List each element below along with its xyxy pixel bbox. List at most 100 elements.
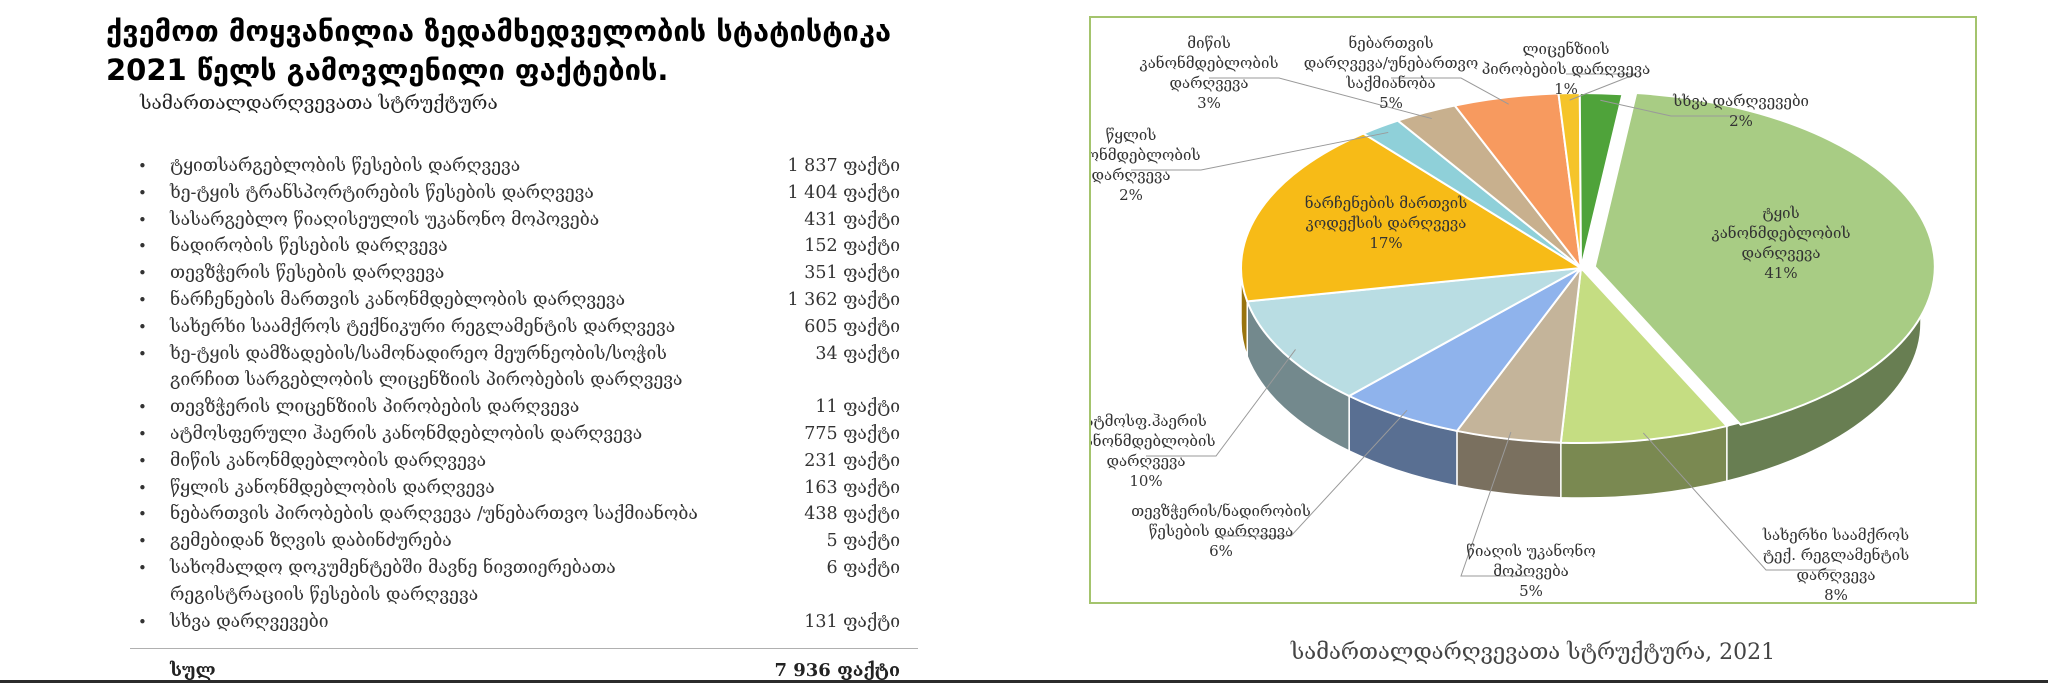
violation-count: 438 ფაქტი xyxy=(804,504,900,525)
violation-row: • გემებიდან ზღვის დაბინძურება 5 ფაქტი xyxy=(130,528,900,555)
pie-leader-line xyxy=(1146,349,1296,457)
violation-row: • თევზჭერის წესების დარღვევა 351 ფაქტი xyxy=(130,260,900,287)
violation-count: 1 404 ფაქტი xyxy=(787,182,900,203)
pie-slice-label: სახერხი საამქროს ტექ. რეგლამენტის დარღვევა… xyxy=(1762,526,1909,602)
violation-count: 605 ფაქტი xyxy=(804,316,900,337)
violation-row: • ნარჩენების მართვის კანონმდებლობის დარღვ… xyxy=(130,287,900,314)
bottom-edge-bar xyxy=(0,680,2048,683)
pie-slice-label: ატმოსფ.ჰაერისკანონმდებლობისდარღვევა10% xyxy=(1091,412,1215,490)
total-divider xyxy=(130,648,918,649)
violation-row: • თევზჭერის ლიცენზიის პირობების დარღვევა 1… xyxy=(130,394,900,421)
violation-row: • ნადირობის წესების დარღვევა 152 ფაქტი xyxy=(130,233,900,260)
bullet-icon: • xyxy=(138,424,147,443)
bullet-icon: • xyxy=(138,290,147,309)
violation-label: ტყითსარგებლობის წესების დარღვევა xyxy=(170,156,521,176)
pie-leader-line xyxy=(1600,99,1741,117)
violation-label: ნარჩენების მართვის კანონმდებლობის დარღვე… xyxy=(170,289,626,310)
violation-row: • ტყითსარგებლობის წესების დარღვევა 1 837 ფ… xyxy=(130,153,900,180)
pie-leader-line xyxy=(1460,431,1531,577)
violation-count: 431 ფაქტი xyxy=(804,209,900,230)
pie-leader-line xyxy=(1566,73,1637,101)
total-label: სულ xyxy=(170,660,216,681)
violation-count: 231 ფაქტი xyxy=(804,450,900,471)
violation-count: 163 ფაქტი xyxy=(804,477,900,498)
chart-caption: სამართალდარღვევათა სტრუქტურა, 2021 xyxy=(1290,640,1776,665)
page-heading: ქვემოთ მოყვანილია ზედამხედველობის სტატის… xyxy=(106,14,892,87)
pie-slice xyxy=(1240,132,1585,303)
violation-label: სასარგებლო წიაღისეულის უკანონო მოპოვება xyxy=(170,209,600,230)
violation-row: • სასარგებლო წიაღისეულის უკანონო მოპოვება… xyxy=(130,207,900,234)
pie-leader-line xyxy=(1131,131,1389,171)
total-count: 7 936 ფაქტი xyxy=(774,660,900,681)
violation-row: • ხე-ტყის დამზადების/სამონადირეო მეურნეობ… xyxy=(130,341,900,395)
violation-label: სახერხი საამქროს ტექნიკური რეგლამენტის დ… xyxy=(170,316,676,337)
bullet-icon: • xyxy=(138,183,147,202)
pie-leader-line xyxy=(1221,409,1408,537)
violation-row: • ხე-ტყის ტრანსპორტირების წესების დარღვევ… xyxy=(130,180,900,207)
violation-label: ნებართვის პირობების დარღვევა /უნებართვო … xyxy=(170,504,698,525)
violation-count: 34 ფაქტი xyxy=(815,343,900,364)
pie-slice-label: სხვა დარღვევები 2% xyxy=(1672,92,1809,130)
pie-chart: ტყის კანონმდებლობის დარღვევა 41% სახერხი საა… xyxy=(1091,34,1936,602)
violation-label: თევზჭერის ლიცენზიის პირობების დარღვევა xyxy=(170,397,580,418)
violation-count: 5 ფაქტი xyxy=(826,531,900,552)
violation-row: • სხვა დარღვევები 131 ფაქტი xyxy=(130,609,900,636)
pie-slice-label: თევზჭერის/ნადირობის წესების დარღვევა 6% xyxy=(1131,502,1311,560)
bullet-icon: • xyxy=(138,398,147,417)
pie-leader-line xyxy=(1642,432,1836,571)
pie-slice xyxy=(1593,91,1936,426)
violation-row: • მიწის კანონმდებლობის დარღვევა 231 ფაქტი xyxy=(130,448,900,475)
table-subheading: სამართალდარღვევათა სტრუქტურა xyxy=(140,92,498,114)
pie-leader-line xyxy=(1209,77,1432,120)
violation-count: 351 ფაქტი xyxy=(804,263,900,284)
violation-row: • ატმოსფერული ჰაერის კანონმდებლობის დარღვ… xyxy=(130,421,900,448)
violation-label: გემებიდან ზღვის დაბინძურება xyxy=(170,531,452,552)
violation-count: 131 ფაქტი xyxy=(804,611,900,632)
pie-slice-label: წიაღის უკანონო მოპოვება 5% xyxy=(1466,542,1595,600)
violations-list: • ტყითსარგებლობის წესების დარღვევა 1 837 ფ… xyxy=(130,153,900,635)
violation-count: 6 ფაქტი xyxy=(826,557,900,578)
bullet-icon: • xyxy=(138,317,147,336)
violation-label: სხვა დარღვევები xyxy=(170,611,329,632)
pie-slice xyxy=(1346,267,1582,433)
violation-label: მიწის კანონმდებლობის დარღვევა xyxy=(170,450,487,471)
violation-count: 1 362 ფაქტი xyxy=(787,289,900,310)
pie-slice xyxy=(1559,265,1729,444)
bullet-icon: • xyxy=(138,532,147,551)
bullet-icon: • xyxy=(138,264,147,283)
pie-slice-label: მიწის კანონმდებლობის დარღვევა 3% xyxy=(1140,34,1279,112)
violation-row: • სახერხი საამქროს ტექნიკური რეგლამენტის … xyxy=(130,314,900,341)
violation-label: წყლის კანონმდებლობის დარღვევა xyxy=(170,477,495,498)
pie-chart-frame: ტყის კანონმდებლობის დარღვევა 41% სახერხი საა… xyxy=(1089,16,1977,604)
violation-label: ნადირობის წესების დარღვევა xyxy=(170,236,448,257)
bullet-icon: • xyxy=(138,451,147,470)
bullet-icon: • xyxy=(138,558,147,577)
pie-slice-label: წყლისკანონმდებლობისდარღვევა2% xyxy=(1091,126,1200,204)
bullet-icon: • xyxy=(138,157,147,175)
violation-count: 1 837 ფაქტი xyxy=(787,156,900,176)
bullet-icon: • xyxy=(138,237,147,256)
bullet-icon: • xyxy=(138,210,147,229)
total-row: სულ 7 936 ფაქტი xyxy=(170,660,900,681)
violation-label: ატმოსფერული ჰაერის კანონმდებლობის დარღვე… xyxy=(170,423,643,444)
violation-count: 152 ფაქტი xyxy=(804,236,900,257)
violation-label: ხე-ტყის დამზადების/სამონადირეო მეურნეობი… xyxy=(170,343,683,391)
pie-slice xyxy=(1245,267,1582,398)
violation-label: თევზჭერის წესების დარღვევა xyxy=(170,263,445,284)
pie-slice-label: ლიცენზიის პირობების დარღვევა 1% xyxy=(1482,40,1651,98)
pie-leader-line xyxy=(1391,77,1509,105)
violation-count: 11 ფაქტი xyxy=(815,397,900,418)
pie-slice xyxy=(1578,92,1624,269)
bullet-icon: • xyxy=(138,505,147,524)
bullet-icon: • xyxy=(138,478,147,497)
pie-slice-label: ნარჩენების მართვის კოდექსის დარღვევა 17% xyxy=(1305,194,1468,252)
violation-row: • წყლის კანონმდებლობის დარღვევა 163 ფაქტი xyxy=(130,475,900,502)
violation-row: • სახომალდო დოკუმენტებში მავნე ნივთიერება… xyxy=(130,555,900,609)
violation-row: • ნებართვის პირობების დარღვევა /უნებართვო… xyxy=(130,501,900,528)
bullet-icon: • xyxy=(138,344,147,363)
pie-slice-label: ტყის კანონმდებლობის დარღვევა 41% xyxy=(1712,204,1851,282)
bullet-icon: • xyxy=(138,612,147,631)
violation-count: 775 ფაქტი xyxy=(804,423,900,444)
pie-slice-label: ნებართვის დარღვევა/უნებართვო საქმიანობა 5% xyxy=(1304,34,1478,112)
violation-label: სახომალდო დოკუმენტებში მავნე ნივთიერებათ… xyxy=(170,557,616,605)
